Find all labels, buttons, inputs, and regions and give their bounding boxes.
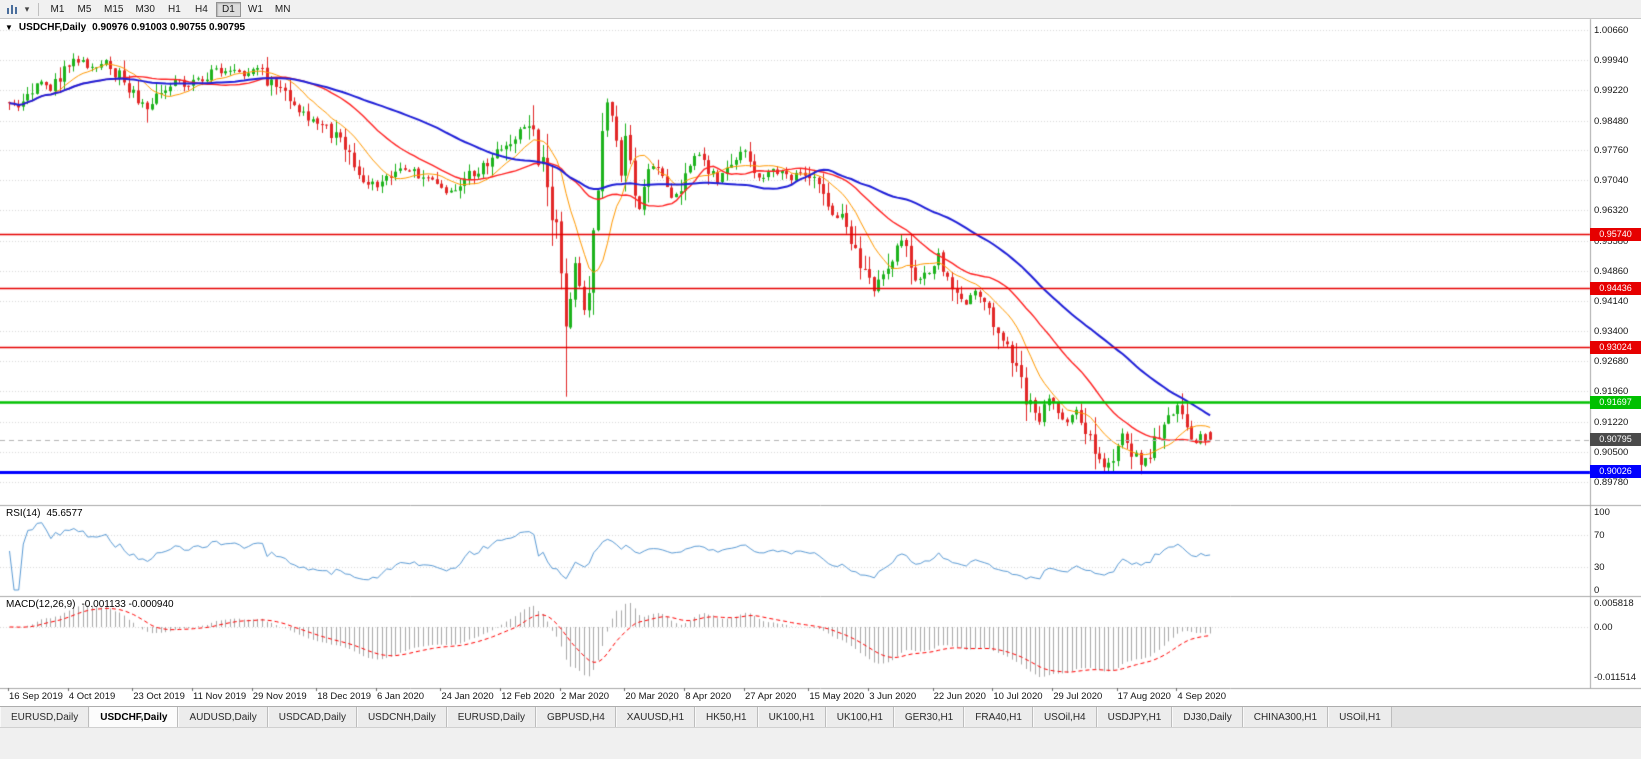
price-axis-tick: 0.95580 xyxy=(1594,235,1629,247)
price-axis-tick: 0.91220 xyxy=(1594,417,1629,429)
date-axis-label: 2 Mar 2020 xyxy=(561,691,610,702)
date-axis-label: 20 Mar 2020 xyxy=(625,691,679,702)
price-axis-tick: 0.96320 xyxy=(1594,205,1629,217)
price-axis-tick: 0.97760 xyxy=(1594,145,1629,157)
price-axis-tick: 0.99940 xyxy=(1594,54,1629,66)
date-axis-label: 27 Apr 2020 xyxy=(745,691,797,702)
rsi-axis-tick: 0 xyxy=(1594,585,1600,596)
rsi-pane-label: RSI(14) 45.6577 xyxy=(6,508,83,519)
bar-chart-icon[interactable] xyxy=(4,2,20,16)
chart-tab-eurusd-daily[interactable]: EURUSD,Daily xyxy=(0,707,90,727)
chart-tab-usdcnh-daily[interactable]: USDCNH,Daily xyxy=(356,707,447,727)
timeframe-button-m30[interactable]: M30 xyxy=(135,3,155,15)
chart-ohlc-values: 0.90976 0.91003 0.90755 0.90795 xyxy=(92,22,246,33)
price-axis-tick: 0.94140 xyxy=(1594,295,1629,307)
date-axis-label: 29 Nov 2019 xyxy=(252,691,307,702)
chart-tab-audusd-daily[interactable]: AUDUSD,Daily xyxy=(178,707,268,727)
date-axis-label: 12 Feb 2020 xyxy=(501,691,555,702)
date-axis-label: 3 Jun 2020 xyxy=(869,691,917,702)
price-level-tag: 0.91697 xyxy=(1590,395,1641,409)
price-axis-tick: 0.94860 xyxy=(1594,265,1629,277)
chart-tab-gbpusd-h4[interactable]: GBPUSD,H4 xyxy=(535,707,616,727)
price-axis-tick: 1.00660 xyxy=(1594,25,1629,36)
status-bar xyxy=(0,727,1641,759)
price-level-tag: 0.94436 xyxy=(1590,281,1641,295)
price-axis-tick: 0.93400 xyxy=(1594,326,1629,338)
date-axis-label: 15 May 2020 xyxy=(809,691,865,702)
timeframe-button-m5[interactable]: M5 xyxy=(77,3,92,15)
macd-values: -0.001133 -0.000940 xyxy=(81,599,174,610)
chart-tab-bar: EURUSD,Daily USDCHF,Daily AUDUSD,Daily USDC… xyxy=(0,706,1641,727)
rsi-value: 45.6577 xyxy=(46,508,83,519)
date-axis-label: 10 Jul 2020 xyxy=(993,691,1043,702)
timeframe-button-h1[interactable]: H1 xyxy=(168,3,181,15)
timeframe-group: M1 M5 M15 M30 H1 H4 D1 W1 MN xyxy=(45,1,295,17)
timeframe-button-m1[interactable]: M1 xyxy=(50,3,65,15)
chart-tab-china300-h1[interactable]: CHINA300,H1 xyxy=(1242,707,1329,727)
date-axis-label: 22 Jun 2020 xyxy=(933,691,986,702)
macd-name: MACD(12,26,9) xyxy=(6,599,76,610)
timeframe-button-h4[interactable]: H4 xyxy=(195,3,208,15)
chart-tab-fra40-h1[interactable]: FRA40,H1 xyxy=(964,707,1033,727)
macd-axis-tick: -0.011514 xyxy=(1594,672,1637,683)
date-axis-label: 4 Oct 2019 xyxy=(68,691,116,702)
date-axis-label: 6 Jan 2020 xyxy=(377,691,425,702)
date-axis-label: 11 Nov 2019 xyxy=(193,691,247,702)
macd-pane-label: MACD(12,26,9) -0.001133 -0.000940 xyxy=(6,599,174,610)
price-level-tag: 0.95740 xyxy=(1590,227,1641,241)
date-axis-label: 18 Dec 2019 xyxy=(317,691,372,702)
chart-tab-eurusd-daily[interactable]: EURUSD,Daily xyxy=(446,707,536,727)
price-axis-tick: 0.97040 xyxy=(1594,175,1629,187)
price-level-tag: 0.93024 xyxy=(1590,340,1641,354)
chart-tab-usdchf-daily[interactable]: USDCHF,Daily xyxy=(89,707,179,727)
rsi-axis-tick: 30 xyxy=(1594,561,1605,573)
date-axis-label: 8 Apr 2020 xyxy=(685,691,732,702)
date-axis-label: 4 Sep 2020 xyxy=(1177,691,1226,702)
macd-axis-tick: 0.005818 xyxy=(1594,598,1634,609)
price-axis-tick: 0.91960 xyxy=(1594,386,1629,398)
date-axis-label: 17 Aug 2020 xyxy=(1117,691,1171,702)
chart-symbol-label: USDCHF,Daily xyxy=(18,22,87,33)
date-axis: 16 Sep 2019 4 Oct 2019 23 Oct 2019 11 Nov 2… xyxy=(0,688,1590,706)
price-level-tag: 0.90026 xyxy=(1590,465,1641,479)
chart-tab-ger30-h1[interactable]: GER30,H1 xyxy=(893,707,965,727)
price-axis-tick: 0.90500 xyxy=(1594,446,1629,458)
chart-tab-usdjpy-h1[interactable]: USDJPY,H1 xyxy=(1096,707,1173,727)
rsi-axis-tick: 70 xyxy=(1594,530,1605,542)
toolbar-separator xyxy=(38,2,39,16)
rsi-name: RSI(14) xyxy=(6,508,41,519)
date-axis-label: 29 Jul 2020 xyxy=(1053,691,1103,702)
chart-tab-usdcad-daily[interactable]: USDCAD,Daily xyxy=(267,707,357,727)
chart-title: ▼ USDCHF,Daily 0.90976 0.91003 0.90755 0… xyxy=(5,22,245,33)
timeframe-button-d1[interactable]: D1 xyxy=(215,1,241,17)
timeframe-button-w1[interactable]: W1 xyxy=(247,3,263,15)
chevron-down-icon[interactable]: ▾ xyxy=(24,3,30,14)
chart-tab-hk50-h1[interactable]: HK50,H1 xyxy=(695,707,758,727)
chart-tab-usoil-h4[interactable]: USOil,H4 xyxy=(1032,707,1097,727)
chart-tab-usoil-h1[interactable]: USOil,H1 xyxy=(1328,707,1392,727)
price-axis-tick: 0.89780 xyxy=(1594,476,1629,488)
price-axis-tick: 0.98480 xyxy=(1594,115,1629,127)
price-axis-tick: 0.99220 xyxy=(1594,84,1629,96)
timeframe-button-mn[interactable]: MN xyxy=(274,3,291,15)
collapse-chart-icon[interactable]: ▼ xyxy=(5,23,13,32)
chart-tab-dj30-daily[interactable]: DJ30,Daily xyxy=(1172,707,1243,727)
chart-tab-uk100-h1[interactable]: UK100,H1 xyxy=(825,707,894,727)
chart-tab-uk100-h1[interactable]: UK100,H1 xyxy=(757,707,826,727)
date-axis-label: 23 Oct 2019 xyxy=(133,691,185,702)
timeframe-button-m15[interactable]: M15 xyxy=(104,3,124,15)
price-axis-tick: 0.92680 xyxy=(1594,356,1629,368)
date-axis-label: 24 Jan 2020 xyxy=(441,691,494,702)
rsi-axis-tick: 100 xyxy=(1594,507,1610,518)
macd-axis-tick: 0.00 xyxy=(1594,622,1613,633)
timeframe-toolbar: ▾ M1 M5 M15 M30 H1 H4 D1 W1 MN xyxy=(0,0,1641,19)
date-axis-label: 16 Sep 2019 xyxy=(9,691,63,702)
chart-tab-xauusd-h1[interactable]: XAUUSD,H1 xyxy=(615,707,696,727)
current-price-tag: 0.90795 xyxy=(1590,433,1641,447)
